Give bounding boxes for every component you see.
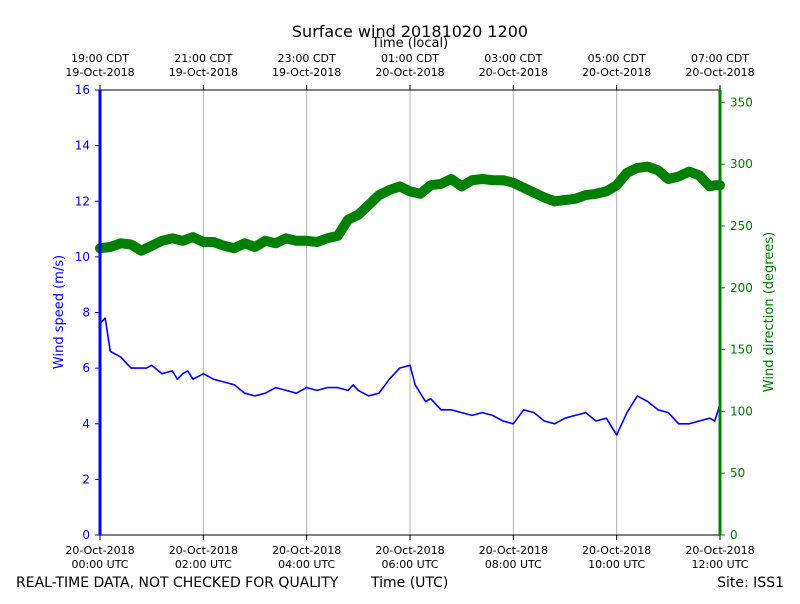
x-tick-label-time: 06:00 UTC: [381, 558, 438, 571]
top-tick-label-time: 07:00 CDT: [691, 52, 749, 65]
right-tick-label: 150: [730, 343, 753, 357]
x-tick-label-time: 08:00 UTC: [485, 558, 542, 571]
top-tick-label-date: 20-Oct-2018: [375, 66, 444, 79]
right-axis-label: Wind direction (degrees): [762, 232, 777, 392]
right-tick-label: 0: [730, 528, 738, 542]
grid-lines: [202, 90, 618, 535]
wind-direction-line: [95, 161, 725, 256]
top-tick-label-time: 21:00 CDT: [174, 52, 232, 65]
left-tick-label: 0: [82, 528, 90, 542]
left-tick-label: 2: [82, 472, 90, 486]
top-tick-label-time: 19:00 CDT: [71, 52, 129, 65]
right-tick-label: 350: [730, 95, 753, 109]
right-tick-label: 200: [730, 281, 753, 295]
x-tick-label-time: 10:00 UTC: [588, 558, 645, 571]
x-tick-label-date: 20-Oct-2018: [272, 544, 341, 557]
x-tick-label-date: 20-Oct-2018: [479, 544, 548, 557]
left-tick-label: 12: [75, 194, 90, 208]
left-tick-label: 14: [75, 139, 90, 153]
x-tick-label-date: 20-Oct-2018: [65, 544, 134, 557]
right-tick-label: 300: [730, 157, 753, 171]
x-tick-label-time: 04:00 UTC: [278, 558, 335, 571]
x-tick-label-date: 20-Oct-2018: [169, 544, 238, 557]
left-tick-label: 8: [82, 306, 90, 320]
chart-title: Surface wind 20181020 1200: [292, 22, 528, 41]
x-tick-label-time: 00:00 UTC: [71, 558, 128, 571]
x-axis-label: Time (UTC): [371, 575, 449, 591]
top-tick-label-time: 23:00 CDT: [278, 52, 336, 65]
x-tick-label-date: 20-Oct-2018: [375, 544, 444, 557]
left-tick-label: 10: [75, 250, 90, 264]
top-tick-label-date: 20-Oct-2018: [479, 66, 548, 79]
left-tick-label: 4: [82, 417, 90, 431]
left-axis-label: Wind speed (m/s): [52, 255, 67, 369]
right-tick-label: 100: [730, 404, 753, 418]
x-tick-label-time: 02:00 UTC: [175, 558, 232, 571]
left-tick-label: 6: [82, 361, 90, 375]
top-tick-label-time: 01:00 CDT: [381, 52, 439, 65]
left-tick-label: 16: [75, 83, 90, 97]
wind-speed-line: [99, 317, 721, 436]
top-tick-label-time: 05:00 CDT: [588, 52, 646, 65]
right-tick-label: 250: [730, 219, 753, 233]
series-layer: [95, 161, 725, 436]
x-tick-label-time: 12:00 UTC: [691, 558, 748, 571]
quality-disclaimer: REAL-TIME DATA, NOT CHECKED FOR QUALITY: [16, 575, 339, 591]
top-tick-label-date: 19-Oct-2018: [65, 66, 134, 79]
top-axis-label: Time (local): [371, 36, 448, 51]
top-tick-label-date: 20-Oct-2018: [685, 66, 754, 79]
top-tick-label-date: 19-Oct-2018: [272, 66, 341, 79]
right-tick-label: 50: [730, 466, 745, 480]
top-tick-label-time: 03:00 CDT: [484, 52, 542, 65]
x-tick-label-date: 20-Oct-2018: [685, 544, 754, 557]
x-tick-label-date: 20-Oct-2018: [582, 544, 651, 557]
top-tick-label-date: 20-Oct-2018: [582, 66, 651, 79]
top-tick-label-date: 19-Oct-2018: [169, 66, 238, 79]
site-label: Site: ISS1: [717, 575, 784, 591]
